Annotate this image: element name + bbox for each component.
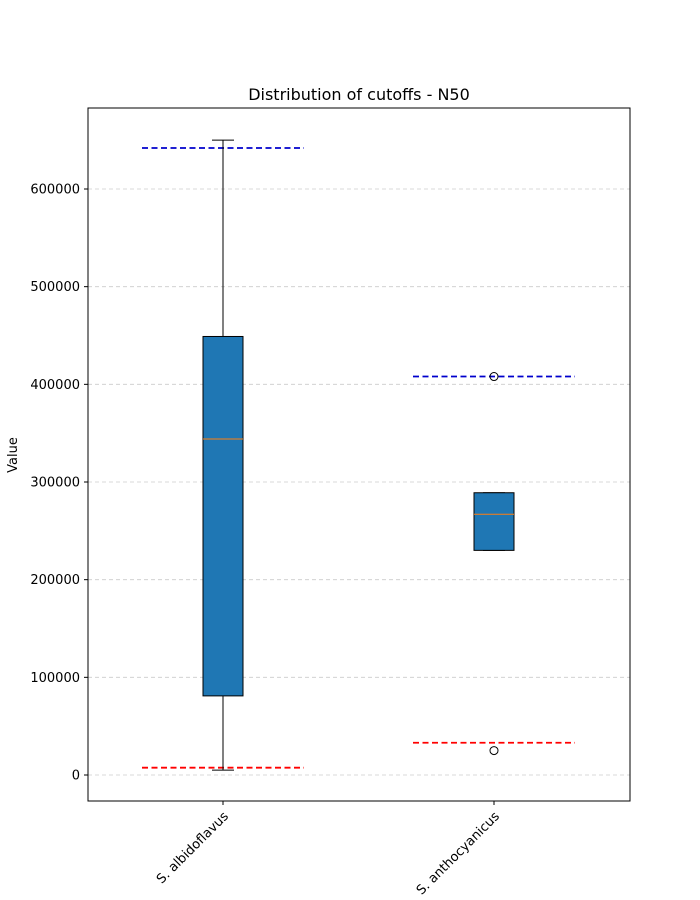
y-axis-label: Value — [6, 437, 21, 473]
y-axis-ticks: 0 100000 200000 300000 400000 500000 600000 — [30, 183, 88, 784]
y-tick-label: 500000 — [30, 280, 80, 295]
y-tick-label: 300000 — [30, 476, 80, 491]
iqr-box — [202, 335, 244, 697]
outlier-point — [489, 372, 499, 382]
chart-title: Distribution of cutoffs - N50 — [248, 85, 470, 104]
iqr-box — [473, 492, 515, 551]
y-tick-label: 0 — [72, 769, 80, 784]
y-tick-label: 200000 — [30, 573, 80, 588]
y-tick-label: 400000 — [30, 378, 80, 393]
box-plots — [202, 139, 515, 771]
y-tick-label: 600000 — [30, 183, 80, 198]
y-tick-label: 100000 — [30, 671, 80, 686]
plot-area-frame — [87, 107, 631, 802]
outlier-point — [489, 746, 499, 756]
grid-lines — [88, 188, 630, 776]
